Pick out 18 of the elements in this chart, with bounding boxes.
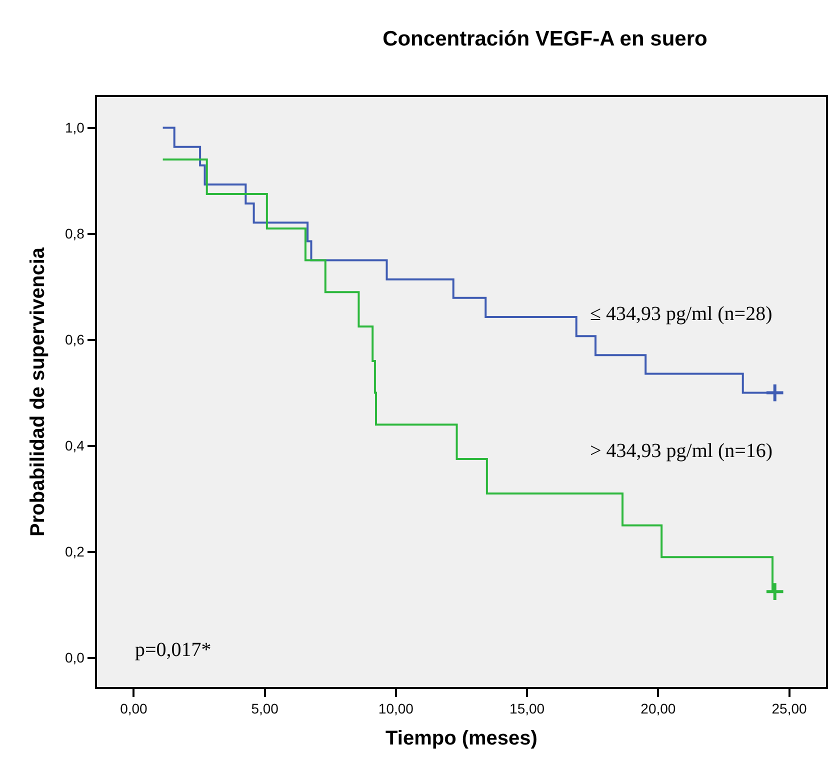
x-tick-label: 20,00: [640, 700, 676, 717]
y-axis-title: Probabilidad de supervivencia: [26, 246, 49, 536]
x-axis-title: Tiempo (meses): [386, 728, 538, 750]
chart-title: Concentración VEGF-A en suero: [382, 27, 708, 50]
y-tick-label: 0,2: [64, 544, 85, 560]
x-tick-label: 10,00: [378, 700, 414, 717]
x-tick-label: 25,00: [772, 700, 808, 717]
annotation: p=0,017*: [135, 639, 212, 661]
x-tick-label: 0,00: [120, 700, 148, 717]
series-label: > 434,93 pg/ml (n=16): [590, 440, 773, 462]
x-tick-label: 15,00: [510, 700, 545, 717]
y-tick-label: 0,4: [64, 438, 85, 454]
series-label: ≤ 434,93 pg/ml (n=28): [590, 303, 772, 325]
x-tick-label: 5,00: [251, 700, 279, 717]
y-tick-label: 1,0: [64, 120, 85, 136]
y-tick-label: 0,6: [64, 332, 85, 348]
y-tick-label: 0,0: [64, 650, 85, 666]
y-tick-label: 0,8: [64, 226, 85, 242]
